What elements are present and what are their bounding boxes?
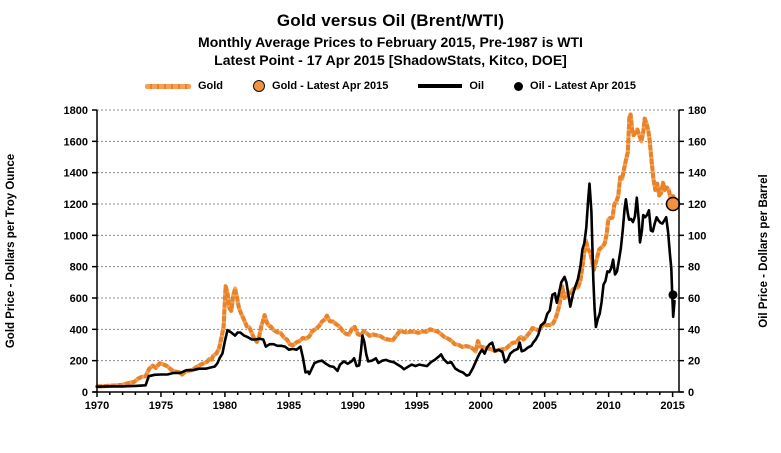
- oil-line-swatch-icon: [418, 84, 463, 88]
- left-tick-label: 1800: [64, 105, 88, 117]
- legend-item-gold: Gold: [144, 80, 224, 92]
- y-axis-label-right: Oil Price - Dollars per Barrel: [758, 174, 770, 327]
- x-tick-label: 1970: [85, 400, 109, 412]
- left-tick-label: 1000: [64, 230, 88, 242]
- legend-label-gold: Gold: [197, 80, 224, 92]
- legend-label-oil: Oil: [469, 80, 485, 92]
- left-tick-label: 400: [70, 324, 88, 336]
- right-tick-label: 40: [688, 324, 700, 336]
- gold-series-line-texture: [96, 112, 677, 389]
- oil-latest-dot-icon: [514, 81, 524, 91]
- x-tick-label: 1985: [277, 400, 301, 412]
- right-tick-label: 120: [688, 199, 706, 211]
- right-tick-label: 100: [688, 230, 706, 242]
- left-tick-label: 0: [82, 387, 88, 399]
- legend-item-gold-latest: Gold - Latest Apr 2015: [253, 80, 388, 92]
- x-tick-label: 1980: [213, 400, 237, 412]
- title-block: Gold versus Oil (Brent/WTI) Monthly Aver…: [0, 11, 781, 68]
- right-tick-label: 60: [688, 293, 700, 305]
- left-tick-label: 1200: [64, 199, 88, 211]
- x-tick-label: 2000: [468, 400, 492, 412]
- x-tick-label: 2015: [660, 400, 684, 412]
- x-tick-label: 2010: [596, 400, 620, 412]
- gold-latest-circle-icon: [253, 80, 266, 92]
- oil-series-line: [95, 182, 676, 389]
- x-tick-label: 2005: [532, 400, 556, 412]
- right-tick-label: 80: [688, 262, 700, 274]
- x-tick-label: 1990: [341, 400, 365, 412]
- gold-line-swatch-icon: [144, 83, 191, 89]
- x-tick-label: 1995: [405, 400, 429, 412]
- legend-item-oil: Oil: [418, 80, 484, 92]
- left-tick-label: 1400: [64, 168, 88, 180]
- gold-latest-marker: [665, 196, 681, 212]
- legend-item-oil-latest: Oil - Latest Apr 2015: [514, 80, 636, 92]
- chart-subtitle: Monthly Average Prices to February 2015,…: [198, 34, 583, 50]
- axes: [92, 109, 684, 397]
- left-tick-label: 1600: [64, 136, 88, 148]
- right-tick-label: 20: [688, 356, 700, 368]
- oil-latest-marker: [668, 290, 678, 300]
- chart-caption: Latest Point - 17 Apr 2015 [ShadowStats,…: [214, 52, 567, 68]
- x-tick-label: 1975: [149, 400, 173, 412]
- chart-title: Gold versus Oil (Brent/WTI): [276, 11, 505, 30]
- left-tick-label: 200: [70, 356, 88, 368]
- right-tick-label: 160: [688, 136, 706, 148]
- right-tick-label: 180: [688, 105, 706, 117]
- y-axis-label-left: Gold Price - Dollars per Troy Ounce: [5, 154, 17, 348]
- legend-label-oil-latest: Oil - Latest Apr 2015: [530, 80, 637, 92]
- left-tick-label: 800: [70, 262, 88, 274]
- right-tick-label: 140: [688, 168, 706, 180]
- left-tick-label: 600: [70, 293, 88, 305]
- legend: Gold Gold - Latest Apr 2015 Oil Oil - La…: [0, 80, 781, 92]
- legend-label-gold-latest: Gold - Latest Apr 2015: [272, 80, 389, 92]
- right-tick-label: 0: [688, 387, 694, 399]
